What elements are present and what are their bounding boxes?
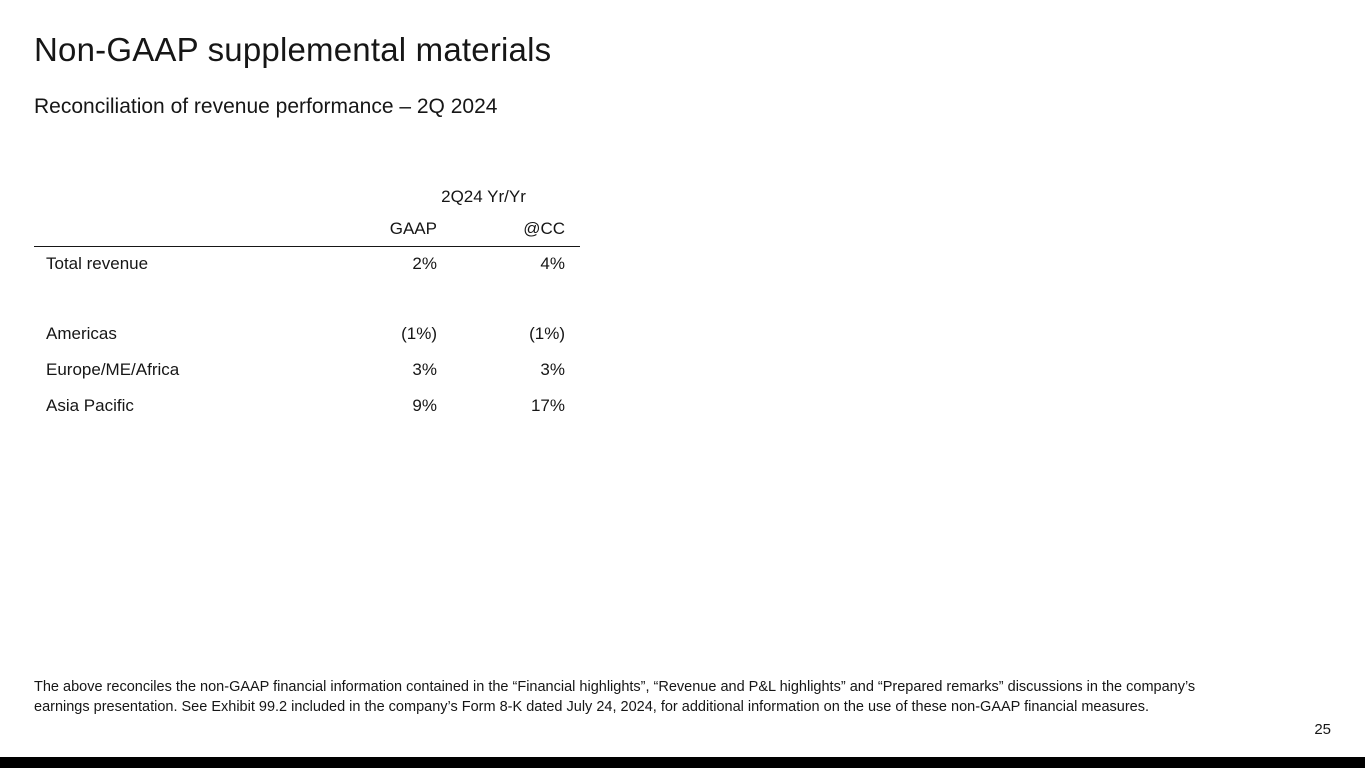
table-group-header-row: 2Q24 Yr/Yr: [34, 182, 580, 212]
table-group-header: 2Q24 Yr/Yr: [441, 187, 526, 206]
cc-value: (1%): [529, 324, 565, 343]
footnote-text: The above reconciles the non-GAAP financ…: [34, 679, 1196, 715]
page-number: 25: [1314, 721, 1331, 738]
bottom-accent-bar: [0, 757, 1365, 768]
row-label: Americas: [46, 324, 117, 343]
table-row-americas: Americas (1%) (1%): [34, 316, 580, 352]
cc-value: 4%: [540, 254, 565, 274]
gaap-value: (1%): [401, 324, 437, 343]
row-label: Europe/ME/Africa: [46, 360, 180, 379]
table-row-europe-me-africa: Europe/ME/Africa 3% 3%: [34, 352, 580, 388]
slide-subtitle: Reconciliation of revenue performance – …: [34, 95, 498, 118]
gaap-value: 9%: [412, 396, 437, 415]
column-header-gaap: GAAP: [327, 212, 437, 247]
cc-value: 3%: [540, 360, 565, 379]
column-header-cc: @CC: [437, 212, 580, 247]
cc-value: 17%: [530, 396, 565, 415]
table-column-header-row: GAAP @CC: [34, 212, 580, 247]
revenue-reconciliation-table: 2Q24 Yr/Yr GAAP @CC Total revenue 2% 4% …: [34, 182, 580, 424]
row-label: Asia Pacific: [46, 396, 134, 415]
slide-title: Non-GAAP supplemental materials: [34, 31, 552, 68]
gaap-value: 3%: [412, 360, 437, 379]
row-label: Total revenue: [46, 254, 149, 274]
gaap-value: 2%: [412, 254, 437, 274]
spacer-cell: [34, 282, 580, 316]
empty-header-cell: [34, 182, 327, 212]
table-row-total-revenue: Total revenue 2% 4%: [34, 246, 580, 282]
empty-header-cell: [34, 212, 327, 247]
table-row-asia-pacific: Asia Pacific 9% 17%: [34, 388, 580, 424]
table-spacer-row: [34, 282, 580, 316]
